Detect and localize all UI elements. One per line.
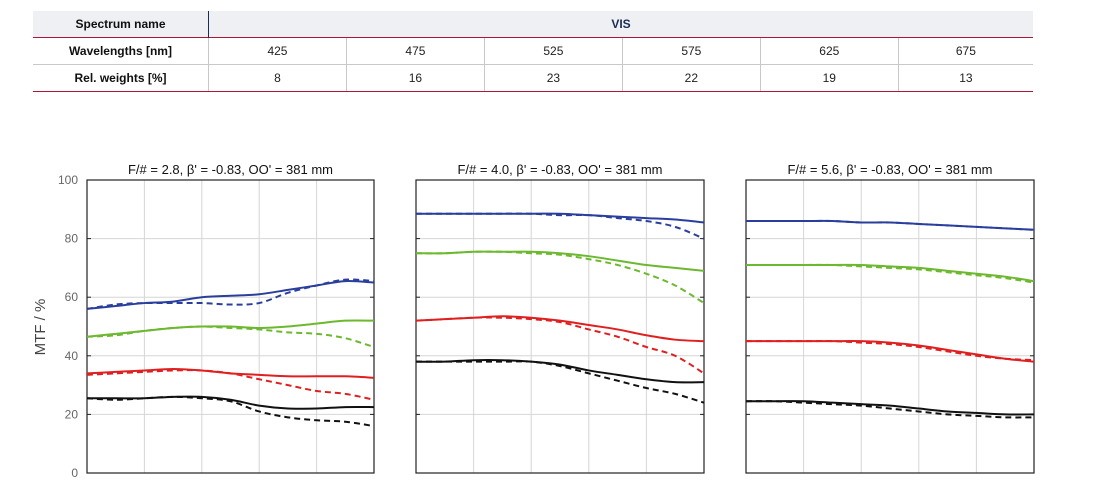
series-line-solid-5 — [415, 315, 705, 343]
mtf-panel-2: F/# = 4.0, β' = -0.83, OO' = 381 mm — [415, 162, 705, 474]
spectrum-name-label: Spectrum name — [33, 11, 209, 38]
series-line-dashed-4 — [86, 325, 375, 348]
series-line-solid-7 — [415, 359, 705, 384]
plot-frame — [745, 179, 1035, 474]
series-line-dashed-2 — [415, 212, 705, 240]
series-line-solid-7 — [86, 395, 375, 410]
spectrum-table: Spectrum name VIS Wavelengths [nm] 425 4… — [33, 11, 1033, 92]
wavelength-cell: 525 — [483, 37, 623, 65]
spectrum-name-value: VIS — [208, 11, 1033, 38]
mtf-panel-3: F/# = 5.6, β' = -0.83, OO' = 381 mm — [745, 162, 1035, 474]
y-tick-label: 80 — [65, 232, 79, 246]
wavelength-cell: 575 — [621, 37, 761, 65]
weight-cell: 13 — [897, 64, 1033, 92]
weight-cell: 23 — [483, 64, 623, 92]
weight-cell: 16 — [345, 64, 485, 92]
y-tick-label: 40 — [65, 349, 79, 363]
weight-cell: 22 — [621, 64, 761, 92]
wavelength-cell: 675 — [897, 37, 1033, 65]
spectrum-name-row: Spectrum name VIS — [33, 11, 1033, 38]
series-line-solid-3 — [86, 319, 375, 338]
series-line-dashed-6 — [745, 340, 1035, 362]
weights-label: Rel. weights [%] — [33, 64, 209, 92]
series-line-solid-3 — [415, 250, 705, 272]
series-line-dashed-2 — [745, 219, 1035, 231]
y-tick-label: 100 — [58, 173, 78, 187]
y-tick-label: 60 — [65, 290, 79, 304]
series-line-dashed-4 — [746, 263, 1035, 284]
weight-cell: 8 — [208, 64, 347, 92]
y-tick-label: 20 — [65, 407, 79, 421]
series-line-solid-7 — [746, 400, 1035, 416]
panel-title: F/# = 2.8, β' = -0.83, OO' = 381 mm — [128, 162, 333, 177]
wavelength-cell: 625 — [759, 37, 899, 65]
series-line-solid-5 — [745, 340, 1035, 363]
mtf-panel-1: 0 20 40 60 80 100 F/# = 2.8, β' = -0.83, OO' =… — [58, 162, 375, 480]
series-line-dashed-8 — [86, 395, 375, 428]
y-tick-label: 0 — [71, 466, 78, 480]
wavelengths-label: Wavelengths [nm] — [33, 37, 209, 65]
series-line-solid-1 — [415, 212, 705, 224]
panel-title: F/# = 4.0, β' = -0.83, OO' = 381 mm — [457, 162, 662, 177]
series-line-dashed-4 — [415, 250, 705, 304]
plot-frame — [415, 179, 705, 474]
weight-cell: 19 — [759, 64, 899, 92]
y-axis-label: MTF / % — [32, 299, 49, 356]
wavelengths-row: Wavelengths [nm] 425 475 525 575 625 675 — [33, 37, 1033, 65]
series-line-solid-3 — [746, 263, 1035, 283]
series-line-dashed-8 — [745, 400, 1035, 419]
weights-row: Rel. weights [%] 8 16 23 22 19 13 — [33, 64, 1033, 92]
series-line-dashed-8 — [416, 360, 705, 404]
plot-frame — [86, 179, 375, 474]
wavelength-cell: 425 — [208, 37, 347, 65]
series-line-dashed-6 — [86, 369, 375, 401]
wavelength-cell: 475 — [345, 37, 485, 65]
series-line-dashed-2 — [86, 278, 375, 310]
panel-title: F/# = 5.6, β' = -0.83, OO' = 381 mm — [787, 162, 992, 177]
series-line-dashed-6 — [415, 316, 705, 375]
